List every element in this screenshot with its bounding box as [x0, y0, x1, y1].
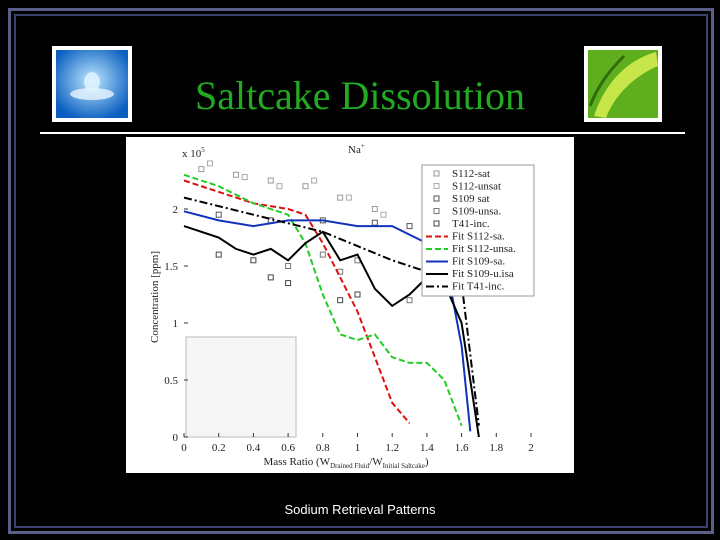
data-point — [285, 263, 292, 269]
data-point — [371, 206, 378, 212]
legend-label: Fit T41-inc. — [452, 281, 505, 293]
x-tick-label: 1.2 — [385, 442, 399, 454]
data-point — [345, 194, 352, 201]
data-point — [406, 297, 413, 304]
title-sup: + — [361, 142, 365, 150]
x-tick-label: 1.8 — [489, 442, 503, 454]
x-tick-label: 0.2 — [212, 442, 226, 454]
x-tick-label: 0.4 — [247, 442, 261, 454]
x-label-part: /W — [369, 456, 383, 468]
data-point — [233, 171, 240, 178]
data-point — [267, 177, 274, 184]
data-point — [337, 297, 344, 304]
data-point — [406, 223, 413, 230]
legend-label: Fit S109-sa. — [452, 256, 505, 268]
y-axis-label: Concentration [ppm] — [149, 251, 161, 343]
data-point — [198, 166, 205, 173]
x-tick-label: 0 — [181, 442, 187, 454]
legend-marker — [433, 208, 440, 214]
y-tick-label: 0 — [173, 432, 179, 444]
legend-label: S112-sat — [452, 168, 490, 180]
legend-label: S109 sat — [452, 193, 490, 205]
leaf-icon — [584, 46, 662, 122]
slide-title: Saltcake Dissolution — [195, 73, 525, 118]
legend-marker — [433, 195, 440, 202]
x-label-sub: Initial Saltcake — [383, 462, 425, 470]
fit-line — [183, 179, 411, 424]
data-point — [319, 251, 326, 258]
fit-line — [183, 173, 463, 426]
legend-marker — [433, 183, 440, 189]
legend-label: T41-inc. — [452, 218, 490, 230]
legend-marker — [433, 220, 440, 227]
y-tick-label: 1 — [173, 318, 179, 330]
x-label-part: ) — [425, 456, 429, 468]
data-point — [241, 174, 248, 181]
water-icon — [52, 46, 132, 122]
chart-title: Na+ — [348, 142, 365, 156]
inset-panel — [185, 336, 297, 438]
y-tick-label: 1.5 — [164, 261, 178, 273]
legend-label: Fit S112-unsa. — [452, 243, 516, 255]
x-tick-label: 1.4 — [420, 442, 434, 454]
legend-label: S112-unsat — [452, 181, 501, 193]
x-axis-label: Mass Ratio (WDrained Fluid/WInitial Salt… — [264, 456, 429, 470]
data-point — [276, 183, 283, 190]
data-point — [354, 291, 361, 298]
data-point — [267, 274, 274, 281]
data-point — [215, 211, 222, 218]
title-rule — [40, 132, 685, 134]
legend-marker — [433, 170, 440, 177]
x-tick-label: 2 — [528, 442, 534, 454]
data-point — [250, 257, 257, 264]
data-point — [215, 251, 222, 258]
scale-label: x 105 — [182, 146, 205, 160]
y-tick-label: 2 — [173, 204, 179, 216]
x-tick-label: 1.6 — [455, 442, 469, 454]
y-tick-label: 0.5 — [164, 375, 178, 387]
data-point — [380, 211, 387, 218]
title-main: Na — [348, 144, 361, 156]
data-point — [207, 160, 214, 167]
slide-frame — [8, 8, 714, 534]
chart: Na+ x 105 Concentration [ppm] Mass Ratio… — [126, 137, 574, 473]
slide-caption: Sodium Retrieval Patterns — [284, 502, 436, 517]
x-tick-label: 0.8 — [316, 442, 330, 454]
scale-main: x 10 — [182, 148, 202, 160]
data-point — [337, 194, 344, 201]
data-point — [311, 177, 318, 184]
scale-sup: 5 — [201, 146, 205, 154]
x-tick-label: 1 — [355, 442, 361, 454]
x-tick-label: 0.6 — [281, 442, 295, 454]
data-point — [302, 183, 309, 190]
x-label-part: Mass Ratio (W — [264, 456, 331, 468]
legend-label: Fit S112-sa. — [452, 231, 505, 243]
legend-label: Fit S109-u.isa — [452, 268, 514, 280]
data-point — [285, 280, 292, 287]
legend-label: S109-unsa. — [452, 206, 501, 218]
x-label-sub: Drained Fluid — [330, 462, 370, 470]
